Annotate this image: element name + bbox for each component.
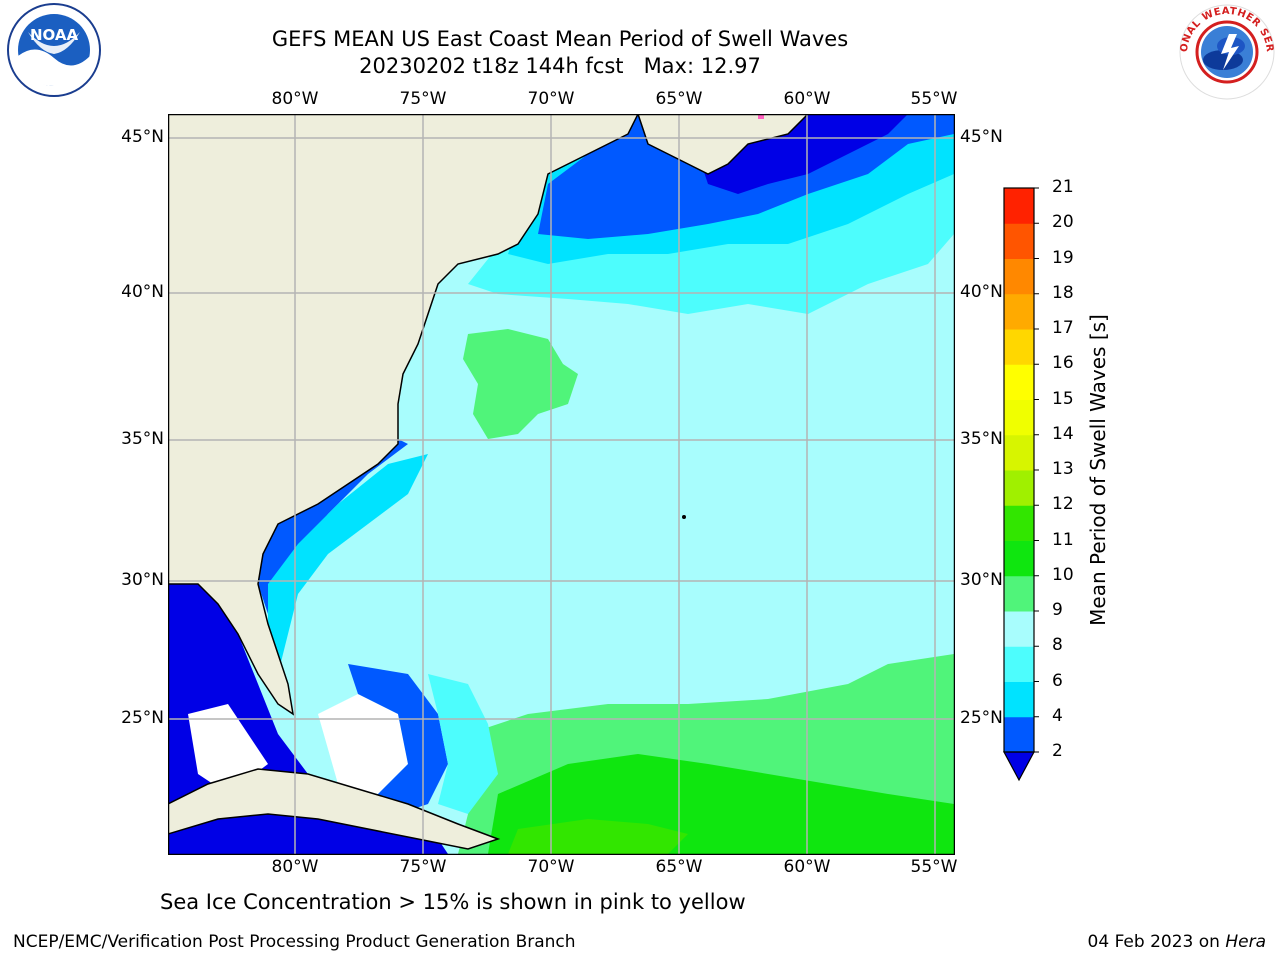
colorbar-segment: [1004, 188, 1034, 224]
colorbar-tick-label: 14: [1052, 423, 1074, 444]
colorbar-segment: [1004, 223, 1034, 259]
land-maritimes: [637, 114, 810, 175]
colorbar-segment: [1004, 399, 1034, 436]
noaa-logo-text: NOAA: [30, 26, 79, 44]
colorbar-tick-label: 17: [1052, 318, 1074, 338]
lon-label-top-75w: 75°W: [399, 89, 447, 109]
lat-label-right-45n: 45°N: [960, 127, 1003, 147]
colorbar-tick-label: 11: [1052, 529, 1074, 550]
field-cyan-bahamas: [428, 674, 498, 814]
colorbar-tick-label: 13: [1052, 459, 1074, 479]
lon-label-top-70w: 70°W: [527, 89, 575, 109]
land-cuba: [168, 768, 501, 850]
lon-label-top-65w: 65°W: [655, 89, 703, 109]
sea-ice-marker: [758, 114, 764, 119]
colorbar-segment: [1004, 540, 1034, 577]
colorbar-segment: [1004, 364, 1034, 400]
colorbar-tick-label: 8: [1052, 635, 1063, 656]
lat-label-right-40n: 40°N: [960, 282, 1003, 302]
colorbar-segment: [1004, 329, 1034, 365]
lat-label-left-30n: 30°N: [121, 570, 164, 590]
field-green-mid: [463, 329, 578, 439]
colorbar-segment: [1004, 470, 1034, 506]
colorbar-tick-label: 12: [1052, 494, 1074, 515]
lon-label-bottom-55w: 55°W: [910, 857, 958, 877]
lon-label-bottom-60w: 60°W: [783, 857, 831, 877]
colorbar-segment: [1004, 505, 1034, 541]
colorbar-segment: [1004, 434, 1034, 471]
colorbar-tick-label: 18: [1052, 282, 1074, 303]
lon-label-top-60w: 60°W: [783, 89, 831, 109]
colorbar-segment: [1004, 575, 1034, 612]
colorbar-tick-label: 2: [1052, 741, 1063, 761]
colorbar-extend-triangle: [1002, 751, 1036, 782]
lat-label-left-40n: 40°N: [121, 282, 164, 302]
sea-ice-caption: Sea Ice Concentration > 15% is shown in …: [160, 890, 746, 914]
colorbar-segment: [1004, 716, 1034, 753]
lon-label-bottom-70w: 70°W: [527, 857, 575, 877]
colorbar-tick-label: 19: [1052, 247, 1074, 268]
noaa-logo: NOAA: [6, 2, 102, 98]
lat-label-right-25n: 25°N: [960, 708, 1003, 728]
colorbar-segment: [1004, 646, 1034, 682]
chart-title: GEFS MEAN US East Coast Mean Period of S…: [271, 27, 849, 51]
nws-logo: NATIONAL WEATHER SERVICE: [1173, 0, 1277, 102]
colorbar-segment: [1004, 611, 1034, 647]
footer-date: 04 Feb 2023 on Hera: [1088, 932, 1266, 952]
lon-label-bottom-80w: 80°W: [271, 857, 319, 877]
colorbar-segment: [1004, 258, 1034, 295]
lat-label-right-30n: 30°N: [960, 570, 1003, 590]
lon-label-bottom-65w: 65°W: [655, 857, 703, 877]
lat-label-left-45n: 45°N: [121, 127, 164, 147]
colorbar-segment: [1004, 681, 1034, 718]
chart-subtitle: 20230202 t18z 144h fcst Max: 12.97: [359, 54, 761, 78]
lat-label-right-35n: 35°N: [960, 429, 1003, 449]
colorbar-segment: [1004, 293, 1034, 330]
colorbar-label: Mean Period of Swell Waves [s]: [1086, 314, 1110, 626]
colorbar-tick-label: 20: [1052, 212, 1074, 233]
colorbar-tick-label: 15: [1052, 388, 1074, 409]
land-us: [168, 114, 639, 716]
bermuda-island: [682, 515, 686, 519]
lat-label-left-35n: 35°N: [121, 429, 164, 449]
lat-label-left-25n: 25°N: [121, 708, 164, 728]
colorbar-tick-label: 4: [1052, 705, 1063, 726]
colorbar-tick-label: 21: [1052, 177, 1074, 197]
footer-credit: NCEP/EMC/Verification Post Processing Pr…: [13, 932, 576, 952]
colorbar: [1002, 187, 1039, 782]
lon-label-top-55w: 55°W: [910, 89, 958, 109]
colorbar-tick-label: 10: [1052, 564, 1074, 585]
field-yellowgreen-south: [508, 819, 688, 854]
footer-date-text: 04 Feb 2023 on: [1087, 932, 1226, 952]
lon-label-bottom-75w: 75°W: [399, 857, 447, 877]
field-cyan-coast: [268, 454, 428, 674]
lon-label-top-80w: 80°W: [271, 89, 319, 109]
footer-host: Hera: [1225, 932, 1266, 952]
colorbar-tick-label: 9: [1052, 600, 1063, 620]
colorbar-tick-label: 16: [1052, 353, 1074, 374]
map-gridlines: [168, 114, 954, 854]
colorbar-tick-label: 6: [1052, 670, 1063, 691]
swell-period-map: [168, 114, 955, 855]
